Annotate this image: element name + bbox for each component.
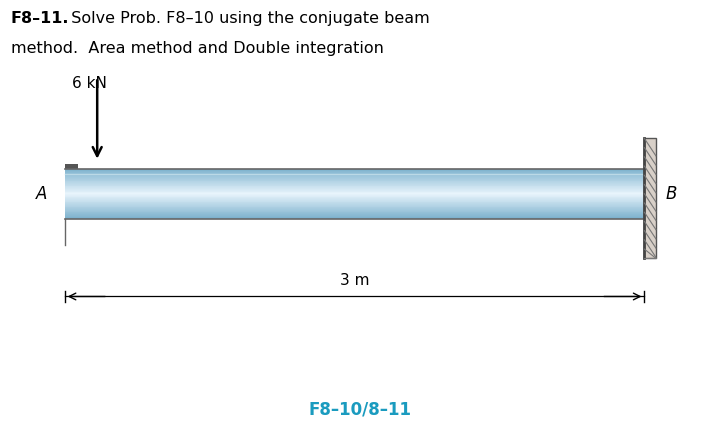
Polygon shape [65,216,644,217]
Polygon shape [65,214,644,215]
Polygon shape [65,199,644,200]
Polygon shape [65,183,644,184]
Polygon shape [65,189,644,190]
Text: A: A [35,185,47,203]
Polygon shape [65,179,644,180]
Polygon shape [65,181,644,182]
Polygon shape [65,175,644,176]
Polygon shape [65,201,644,202]
Polygon shape [65,209,644,210]
Polygon shape [65,193,644,194]
Polygon shape [65,200,644,201]
Polygon shape [65,211,644,212]
Polygon shape [65,207,644,208]
Polygon shape [65,171,644,172]
Text: 3 m: 3 m [340,273,369,288]
Polygon shape [65,191,644,192]
Polygon shape [65,187,644,188]
Polygon shape [65,195,644,196]
Polygon shape [65,186,644,187]
Text: Solve Prob. F8–10 using the conjugate beam: Solve Prob. F8–10 using the conjugate be… [61,11,430,26]
Polygon shape [65,180,644,181]
Polygon shape [65,215,644,216]
Polygon shape [644,138,656,258]
Polygon shape [65,185,644,186]
Polygon shape [65,198,644,199]
Text: F8–10/8–11: F8–10/8–11 [308,401,412,419]
Polygon shape [65,190,644,191]
Text: F8–11.: F8–11. [11,11,69,26]
Polygon shape [65,203,644,204]
Polygon shape [65,210,644,211]
Polygon shape [65,212,644,213]
Polygon shape [65,170,644,171]
Polygon shape [65,217,644,218]
Polygon shape [65,164,78,169]
Polygon shape [65,169,644,170]
Polygon shape [65,188,644,189]
Polygon shape [65,172,644,173]
Polygon shape [65,176,644,177]
Polygon shape [65,178,644,179]
Polygon shape [65,177,644,178]
Polygon shape [65,184,644,185]
Polygon shape [65,205,644,206]
Polygon shape [65,173,644,174]
Polygon shape [65,196,644,197]
Polygon shape [65,204,644,205]
Text: B: B [666,185,678,203]
Polygon shape [65,174,644,175]
Polygon shape [65,194,644,195]
Text: 6 kN: 6 kN [72,76,107,91]
Polygon shape [65,208,644,209]
Text: method.  Area method and Double integration: method. Area method and Double integrati… [11,41,384,56]
Polygon shape [65,213,644,214]
Polygon shape [65,192,644,193]
Polygon shape [65,197,644,198]
Polygon shape [65,202,644,203]
Polygon shape [65,206,644,207]
Polygon shape [65,182,644,183]
Polygon shape [65,218,644,219]
